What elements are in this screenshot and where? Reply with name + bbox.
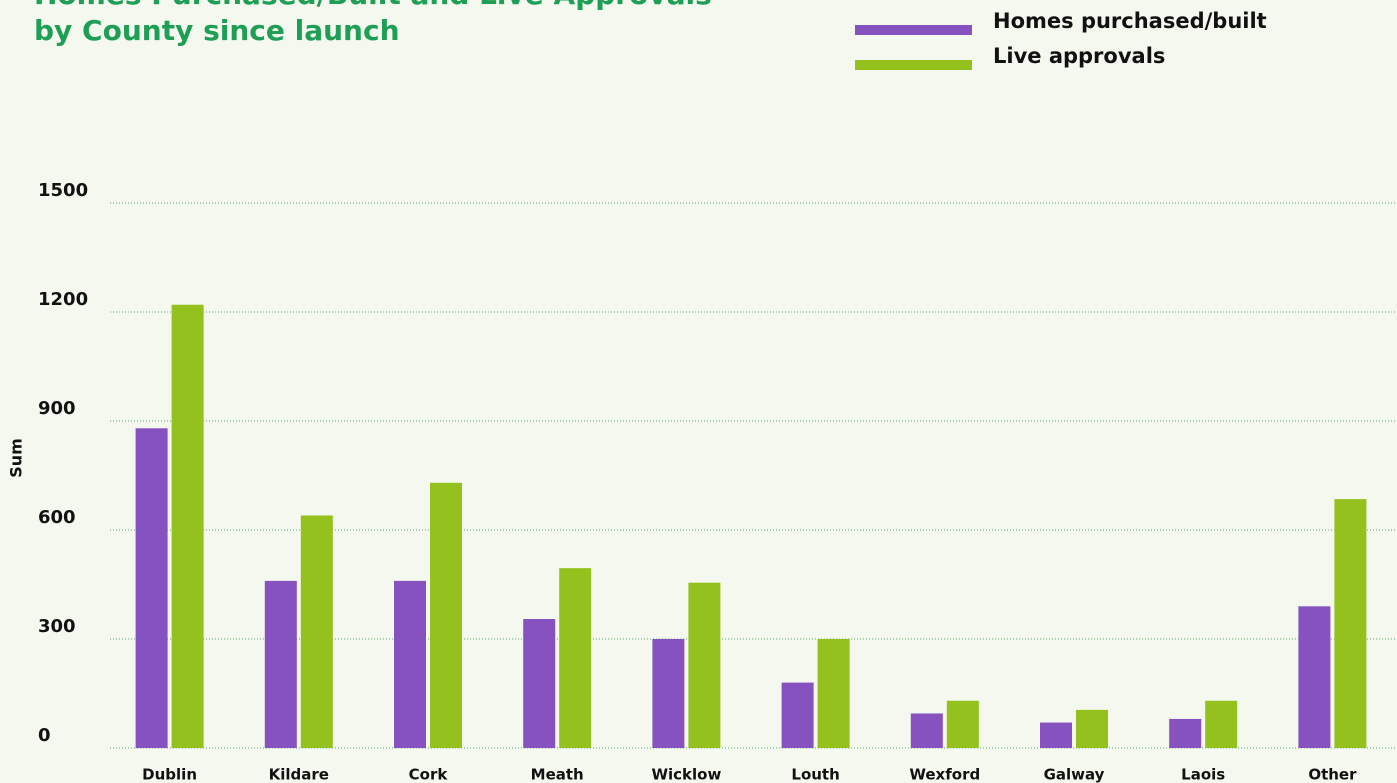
x-tick-label: Cork	[409, 766, 449, 783]
x-tick-label: Meath	[531, 766, 584, 783]
legend-label: Live approvals	[993, 44, 1165, 68]
x-tick-label: Kildare	[269, 766, 329, 783]
bar	[523, 619, 556, 748]
bar	[171, 304, 204, 748]
bar	[1076, 709, 1108, 748]
y-tick-label: 300	[38, 616, 76, 637]
chart-title: Homes Purchased/Built and Live Approvals	[34, 0, 712, 11]
bar	[559, 568, 592, 748]
bar	[688, 582, 721, 748]
y-tick-label: 1200	[38, 289, 88, 310]
x-tick-label: Louth	[791, 766, 839, 783]
bar	[1334, 499, 1367, 748]
bar	[1040, 722, 1072, 748]
legend-label: Homes purchased/built	[993, 9, 1267, 33]
bar	[652, 639, 685, 748]
x-tick-label: Wicklow	[651, 766, 721, 783]
bar	[135, 428, 168, 748]
y-tick-label: 0	[38, 725, 51, 746]
bar	[300, 515, 333, 748]
x-tick-label: Galway	[1044, 766, 1105, 783]
bar	[946, 700, 979, 748]
bar	[910, 713, 943, 748]
bar	[817, 639, 850, 748]
bar	[430, 482, 462, 748]
bar	[1298, 606, 1331, 748]
chart-title: by County since launch	[34, 14, 400, 47]
bar	[1169, 718, 1202, 748]
legend-swatch	[855, 25, 972, 35]
y-axis-label: Sum	[7, 438, 26, 478]
bar	[264, 580, 297, 748]
bar	[394, 580, 426, 748]
x-tick-label: Laois	[1181, 766, 1225, 783]
bar	[781, 682, 814, 748]
x-tick-label: Other	[1308, 766, 1357, 783]
x-tick-label: Dublin	[142, 766, 197, 783]
y-tick-label: 1500	[38, 180, 88, 201]
bar	[1205, 700, 1238, 748]
x-tick-label: Wexford	[909, 766, 980, 783]
y-tick-label: 900	[38, 398, 76, 419]
y-tick-label: 600	[38, 507, 76, 528]
legend-swatch	[855, 60, 972, 70]
